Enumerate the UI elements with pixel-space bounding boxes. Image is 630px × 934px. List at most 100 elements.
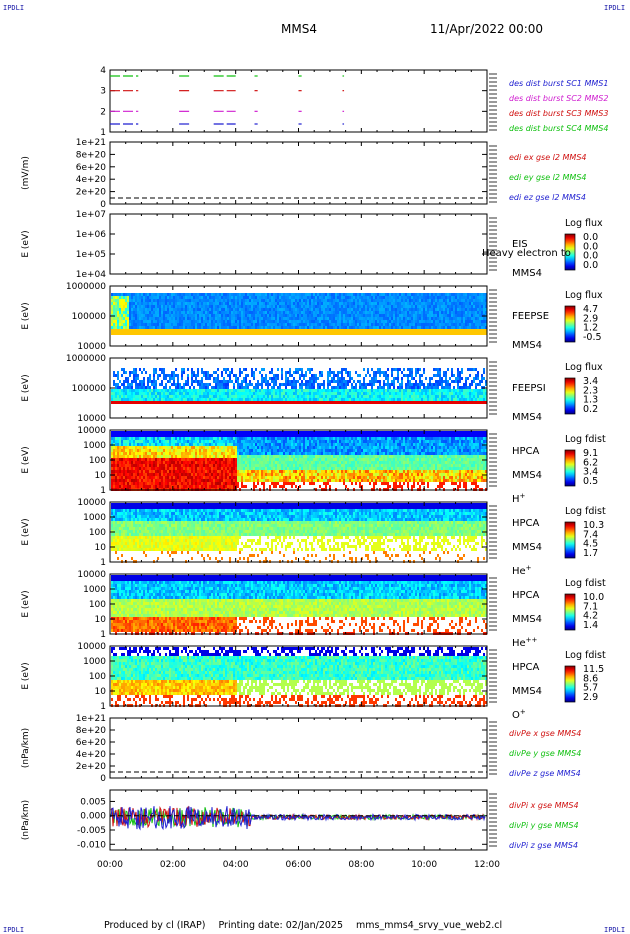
feepsi-panel-cell	[355, 392, 357, 395]
feepsi-panel-cell	[337, 392, 339, 395]
feepse-panel-cell	[367, 323, 369, 326]
feepsi-panel-cell	[169, 377, 171, 380]
feepse-panel-cell	[293, 320, 295, 323]
feepse-panel-cell	[151, 326, 153, 329]
feepse-panel-cell	[339, 326, 341, 329]
feepsi-panel-cell	[221, 380, 223, 383]
feepse-panel-cell	[453, 302, 455, 305]
feepsi-panel-cell	[359, 389, 361, 392]
feepse-panel-cell	[421, 311, 423, 314]
feepsi-panel-cell	[381, 398, 383, 401]
feepse-panel-cell	[341, 296, 343, 299]
feepsi-panel-cell	[145, 392, 147, 395]
feepse-panel-cell	[229, 320, 231, 323]
feepsi-panel-cell	[121, 374, 123, 377]
feepse-panel-cell	[319, 317, 321, 320]
feepse-panel-cell	[329, 305, 331, 308]
feepse-panel-cell	[431, 326, 433, 329]
feepse-panel-cell	[195, 311, 197, 314]
feepse-panel-cell	[333, 326, 335, 329]
feepse-panel-cell	[153, 296, 155, 299]
feepse-panel-cell	[403, 323, 405, 326]
feepse-panel-cell	[175, 326, 177, 329]
feepsi-panel-cell	[303, 392, 305, 395]
feepsi-panel-cell	[191, 374, 193, 377]
feepse-panel-cell	[183, 326, 185, 329]
feepse-panel-cell	[231, 305, 233, 308]
feepse-panel-cell	[451, 314, 453, 317]
feepsi-panel-cell	[321, 371, 323, 374]
feepsi-panel-cell	[149, 389, 151, 392]
feepse-panel-cell	[455, 302, 457, 305]
feepsi-panel-cell	[121, 398, 123, 401]
feepse-panel-cell	[343, 308, 345, 311]
feepsi-panel-cell	[187, 392, 189, 395]
feepsi-panel-cell	[453, 374, 455, 377]
feepse-panel-cell	[403, 314, 405, 317]
feepse-panel-cell	[125, 320, 127, 323]
feepsi-panel-cell	[335, 398, 337, 401]
feepsi-panel-cell	[451, 371, 453, 374]
feepsi-panel-cell	[373, 389, 375, 392]
feepse-panel-cell	[215, 302, 217, 305]
feepse-panel-cell	[457, 326, 459, 329]
feepsi-panel-cell	[305, 401, 307, 404]
feepsi-panel-cell	[363, 395, 365, 398]
feepsi-panel-cell	[183, 389, 185, 392]
feepse-panel-cell	[175, 308, 177, 311]
feepse-panel-cell	[169, 305, 171, 308]
feepse-panel-cell	[429, 320, 431, 323]
feepse-panel-cell	[325, 314, 327, 317]
feepse-panel-cell	[243, 323, 245, 326]
feepse-panel-cell	[341, 326, 343, 329]
feepse-panel-cell	[117, 299, 119, 302]
feepse-panel-cell	[115, 296, 117, 299]
feepsi-panel-cell	[277, 374, 279, 377]
feepse-panel-cell	[359, 329, 361, 332]
hpca-h-panel-cell	[119, 440, 121, 443]
feepse-panel-cell	[171, 296, 173, 299]
feepse-panel-cell	[425, 317, 427, 320]
hpca-h-panel-cell	[119, 431, 121, 434]
feepse-panel-cell	[111, 299, 113, 302]
feepse-panel-cell	[117, 326, 119, 329]
feepsi-panel-cell	[399, 398, 401, 401]
feepsi-panel-cell	[457, 383, 459, 386]
feepse-panel-cell	[155, 323, 157, 326]
feepse-panel-cell	[339, 296, 341, 299]
hpca-h-panel-cell	[111, 440, 113, 443]
feepse-panel-cell	[113, 299, 115, 302]
feepsi-panel-cell	[435, 392, 437, 395]
feepse-panel-cell	[193, 296, 195, 299]
feepse-panel-cell	[201, 302, 203, 305]
feepse-panel-cell	[205, 302, 207, 305]
feepse-panel-cell	[283, 314, 285, 317]
feepse-panel-cell	[381, 296, 383, 299]
feepse-panel-cell	[431, 296, 433, 299]
divpe-panel-legend-1: divPe y gse MMS4	[509, 749, 581, 758]
feepsi-panel-cell	[189, 395, 191, 398]
feepse-panel-cell	[353, 302, 355, 305]
feepsi-panel-cell	[423, 368, 425, 371]
feepse-panel-cell	[203, 302, 205, 305]
feepse-panel-cell	[413, 323, 415, 326]
feepsi-panel-cell	[267, 401, 269, 404]
feepse-panel-cell	[335, 326, 337, 329]
feepsi-panel-cell	[417, 386, 419, 389]
hpca-h-panel-cell	[117, 455, 119, 458]
feepsi-panel-cell	[331, 371, 333, 374]
feepsi-panel-cell	[197, 383, 199, 386]
feepse-panel-cell	[191, 332, 193, 335]
feepse-panel-cell	[279, 296, 281, 299]
feepsi-panel-cell	[155, 392, 157, 395]
feepse-panel-cell	[483, 308, 485, 311]
feepse-panel-cell	[429, 302, 431, 305]
feepse-panel-cell	[403, 332, 405, 335]
feepsi-panel-cell	[323, 392, 325, 395]
feepsi-panel-cell	[197, 368, 199, 371]
feepsi-panel-cell	[275, 401, 277, 404]
feepsi-panel-cell	[235, 395, 237, 398]
feepse-panel-cell	[145, 326, 147, 329]
feepse-panel-cell	[125, 329, 127, 332]
feepse-panel-cell	[135, 296, 137, 299]
